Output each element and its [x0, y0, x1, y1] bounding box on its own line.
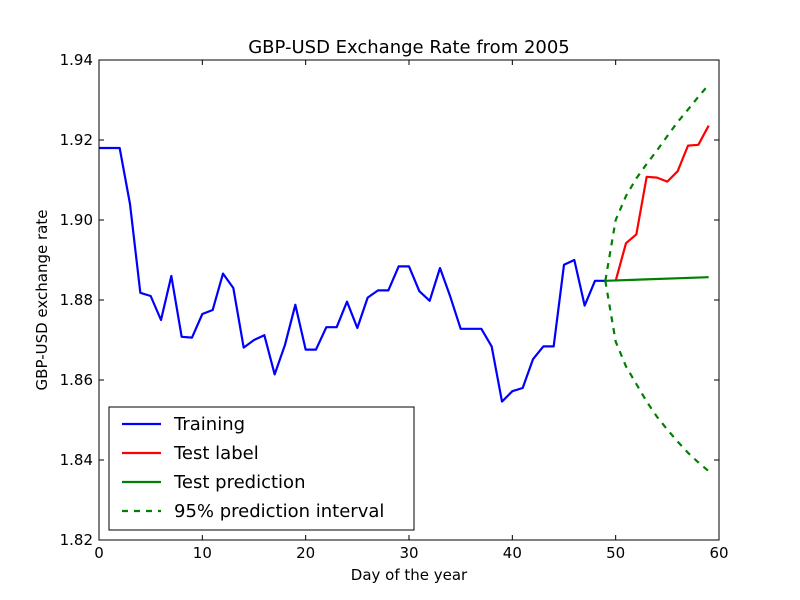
y-tick-label: 1.84: [60, 451, 93, 469]
legend-label: Test prediction: [173, 472, 305, 493]
y-axis-title: GBP-USD exchange rate: [33, 210, 51, 391]
y-tick-label: 1.88: [60, 291, 93, 309]
legend-label: Training: [173, 414, 245, 435]
x-tick-label: 0: [94, 544, 104, 562]
series-line-2: [605, 276, 709, 282]
chart-title: GBP-USD Exchange Rate from 2005: [248, 37, 570, 58]
y-tick-label: 1.86: [60, 371, 93, 389]
y-tick-label: 1.82: [60, 531, 93, 549]
x-tick-label: 60: [709, 544, 728, 562]
legend-label: Test label: [173, 443, 259, 464]
series-line-1: [614, 125, 710, 282]
y-tick-label: 1.90: [60, 211, 93, 229]
legend: Training Test label Test prediction 95% pre…: [108, 406, 415, 531]
x-tick-label: 40: [503, 544, 522, 562]
axis-ticks: 0 10 20 30 40 50 60 1.82 1.84 1.86 1.88 1.90 1.92 1.9…: [60, 51, 729, 562]
x-tick-label: 30: [399, 544, 418, 562]
legend-label: 95% prediction interval: [174, 501, 384, 522]
plot-lines: [99, 84, 710, 473]
y-tick-label: 1.92: [60, 131, 93, 149]
x-axis-title: Day of the year: [351, 566, 468, 584]
plot-frame: [98, 59, 720, 541]
interval-upper-line: [604, 84, 710, 281]
x-tick-label: 20: [296, 544, 315, 562]
series-line-0: [99, 146, 606, 403]
interval-lower-line: [604, 280, 710, 473]
y-tick-label: 1.94: [60, 51, 93, 69]
legend-box: [108, 406, 415, 531]
x-tick-label: 10: [193, 544, 212, 562]
x-tick-label: 50: [606, 544, 625, 562]
